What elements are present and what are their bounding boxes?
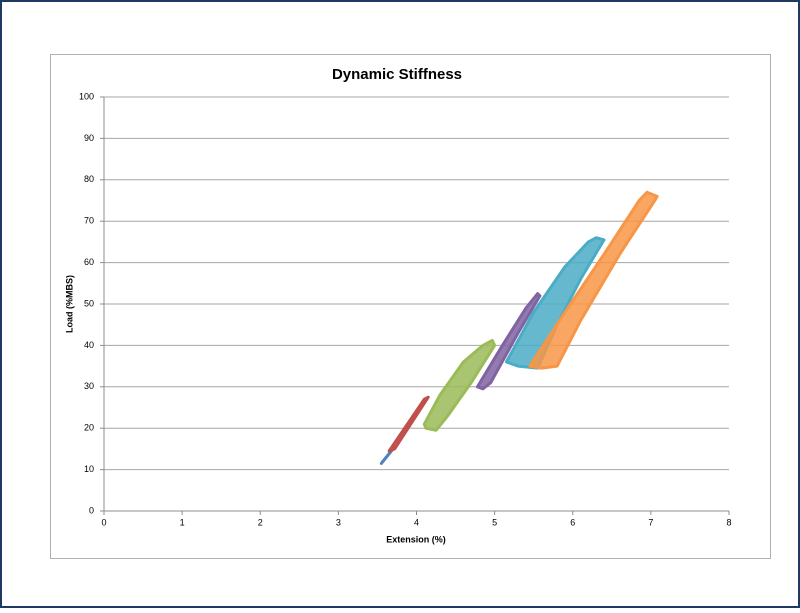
y-tick-label: 90 [84, 133, 94, 143]
y-tick-label: 30 [84, 381, 94, 391]
x-axis-label: Extension (%) [386, 534, 446, 544]
y-tick-label: 20 [84, 423, 94, 433]
y-tick-label: 10 [84, 464, 94, 474]
x-tick-label: 3 [336, 517, 341, 527]
y-tick-label: 50 [84, 298, 94, 308]
series-loop [422, 338, 497, 432]
x-tick-label: 6 [570, 517, 575, 527]
chart-title: Dynamic Stiffness [332, 66, 462, 83]
series-loop [475, 292, 542, 391]
y-tick-label: 100 [79, 91, 94, 101]
y-axis-label: Load (%MBS) [64, 275, 74, 333]
x-tick-label: 2 [258, 517, 263, 527]
y-tick-label: 80 [84, 174, 94, 184]
y-tick-label: 70 [84, 216, 94, 226]
y-tick-label: 0 [89, 505, 94, 515]
x-tick-label: 4 [414, 517, 419, 527]
x-tick-label: 1 [180, 517, 185, 527]
x-tick-label: 8 [726, 517, 731, 527]
y-tick-label: 40 [84, 340, 94, 350]
y-tick-label: 60 [84, 257, 94, 267]
series-loop [528, 190, 659, 370]
x-tick-label: 7 [648, 517, 653, 527]
x-tick-label: 5 [492, 517, 497, 527]
series-loop [387, 395, 430, 453]
x-tick-label: 0 [101, 517, 106, 527]
chart-area [50, 54, 771, 559]
